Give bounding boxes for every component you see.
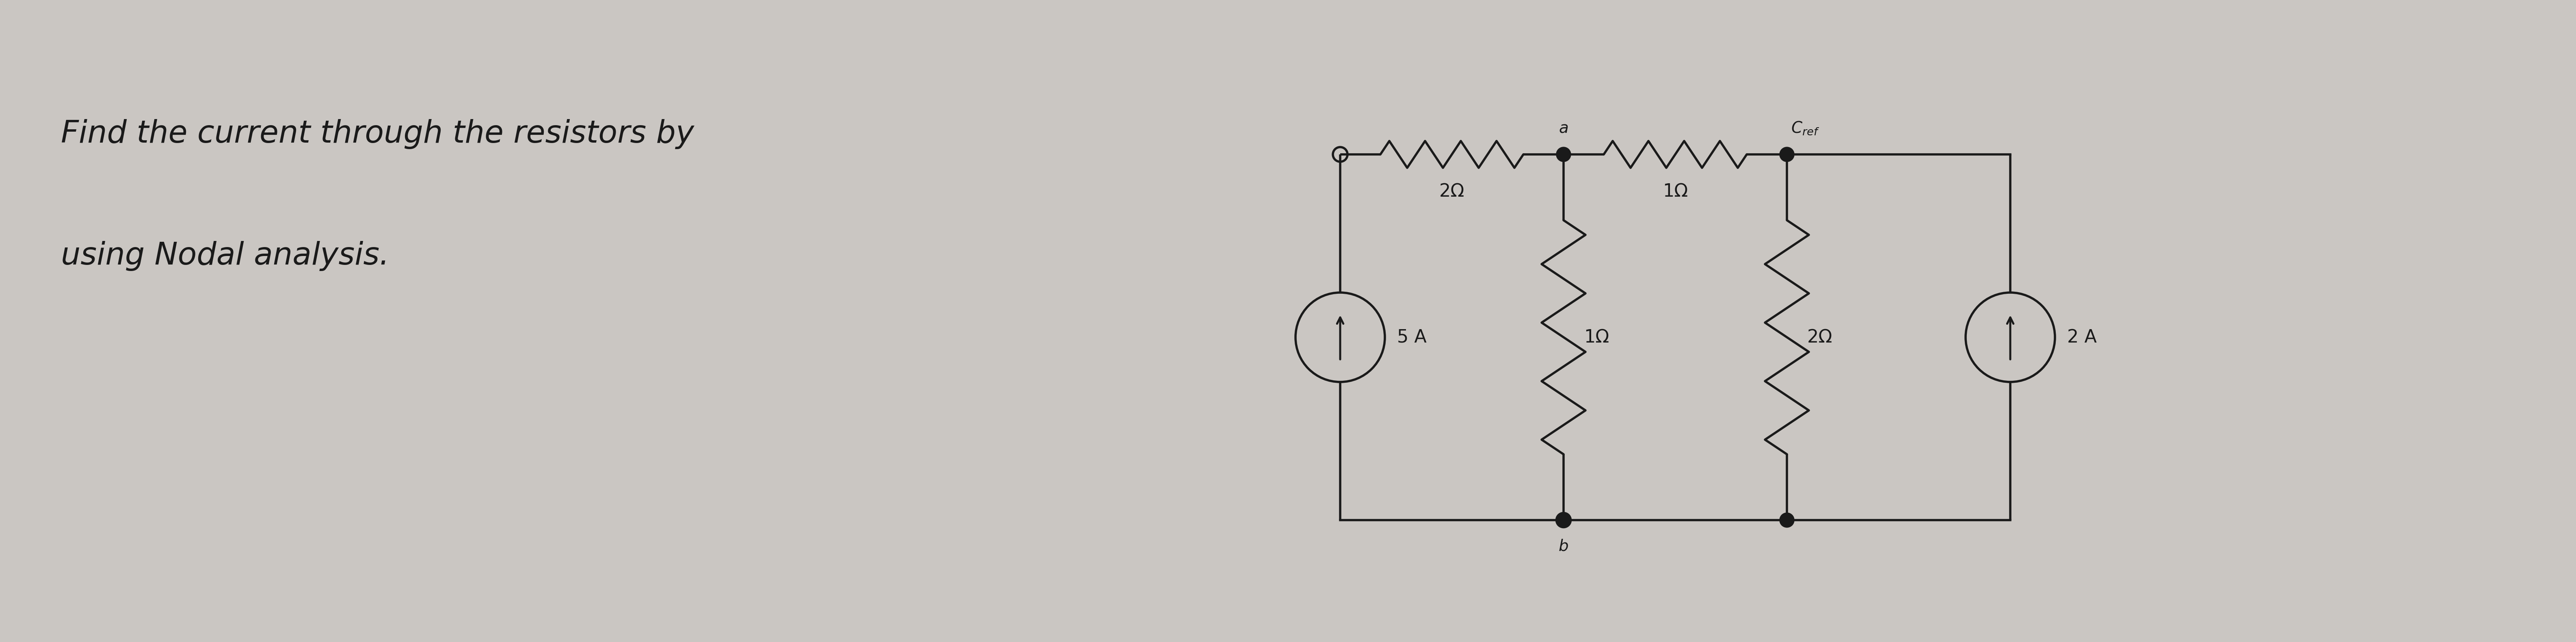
Text: b: b [1558,539,1569,554]
Text: 2 A: 2 A [2066,329,2097,346]
Circle shape [1556,513,1571,528]
Circle shape [1780,513,1795,528]
Text: 1Ω: 1Ω [1584,329,1610,346]
Text: 5 A: 5 A [1396,329,1427,346]
Text: Find the current through the resistors by: Find the current through the resistors b… [62,119,693,149]
Text: using Nodal analysis.: using Nodal analysis. [62,241,389,271]
Text: 2Ω: 2Ω [1440,183,1466,200]
Text: 1Ω: 1Ω [1662,183,1687,200]
Circle shape [1780,147,1795,162]
Text: a: a [1558,121,1569,136]
Text: $C_{ref}$: $C_{ref}$ [1790,120,1819,136]
Circle shape [1556,147,1571,162]
Text: 2Ω: 2Ω [1808,329,1832,346]
